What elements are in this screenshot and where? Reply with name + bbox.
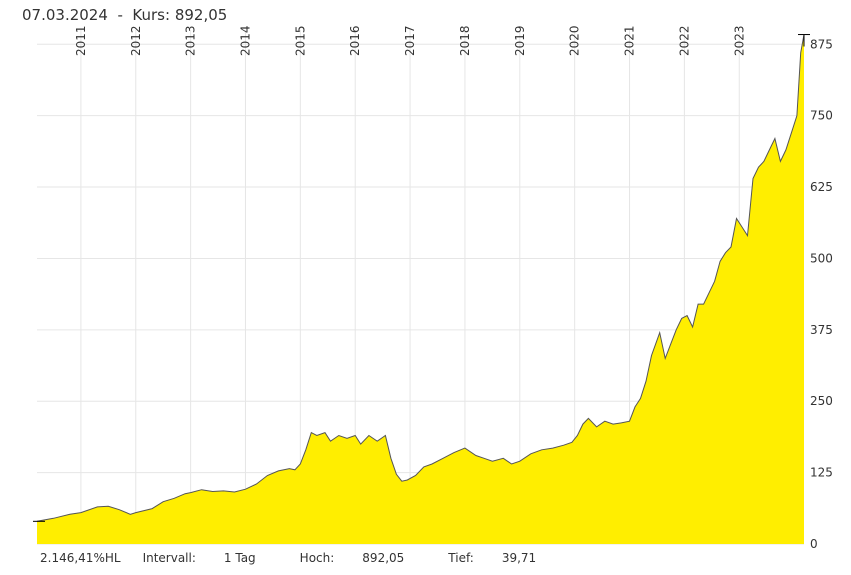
y-tick-label: 0 <box>810 537 818 551</box>
high-info: Hoch: 892,05 <box>300 551 427 565</box>
y-tick-label: 500 <box>810 251 833 265</box>
y-tick-label: 625 <box>810 180 833 194</box>
y-tick-label: 750 <box>810 109 833 123</box>
price-value: 892,05 <box>174 6 228 24</box>
low-label: Tief: <box>448 551 474 565</box>
chart-grid <box>37 30 804 545</box>
high-value: 892,05 <box>362 551 405 565</box>
chart-header: 07.03.2024 - Kurs: 892,05 <box>22 6 227 24</box>
y-tick-label: 375 <box>810 323 833 337</box>
year-tick-label: 2022 <box>677 25 691 56</box>
interval-value: 1 Tag <box>223 551 256 565</box>
year-tick-label: 2016 <box>348 25 362 56</box>
price-line <box>36 34 805 522</box>
year-tick-label: 2014 <box>238 25 252 56</box>
low-info: Tief: 39,71 <box>448 551 558 565</box>
y-axis: 0 125 250 375 500 625 750 875 <box>810 37 833 551</box>
header-separator: - <box>117 6 123 24</box>
interval-info: Intervall: 1 Tag <box>143 551 278 565</box>
price-area <box>37 34 804 544</box>
year-tick-label: 2012 <box>129 25 143 56</box>
chart-footer: 2.146,41%HL Intervall: 1 Tag Hoch: 892,05 Tie… <box>40 551 580 565</box>
year-tick-label: 2019 <box>513 25 527 56</box>
high-label: Hoch: <box>299 551 335 565</box>
year-tick-label: 2023 <box>732 25 746 56</box>
year-tick-label: 2011 <box>74 25 88 56</box>
range-markers <box>33 34 810 522</box>
performance-value: 2.146,41%HL <box>40 551 121 565</box>
quote-date: 07.03.2024 <box>22 6 108 24</box>
x-axis: 2011 2012 2013 2014 2015 2016 2017 2018 2019 2020… <box>74 25 746 56</box>
year-tick-label: 2020 <box>568 25 582 56</box>
y-tick-label: 125 <box>810 466 833 480</box>
year-tick-label: 2013 <box>184 25 198 56</box>
low-value: 39,71 <box>501 551 537 565</box>
y-tick-label: 875 <box>810 37 833 51</box>
interval-label: Intervall: <box>142 551 196 565</box>
year-tick-label: 2021 <box>623 25 637 56</box>
year-tick-label: 2018 <box>458 25 472 56</box>
year-tick-label: 2015 <box>293 25 307 56</box>
price-label: Kurs: <box>132 6 171 24</box>
year-tick-label: 2017 <box>403 25 417 56</box>
y-tick-label: 250 <box>810 394 833 408</box>
